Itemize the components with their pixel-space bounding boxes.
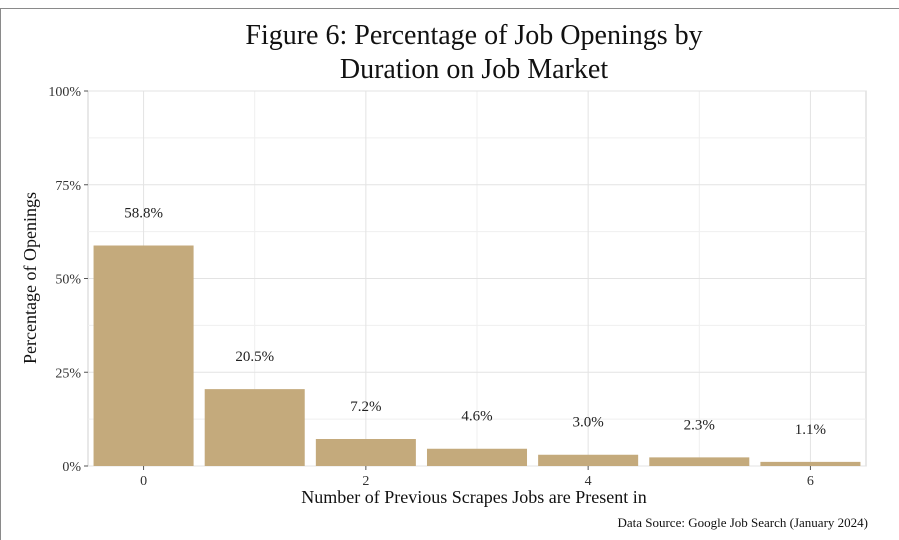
bar-data-labels: 58.8% 20.5% 7.2% 4.6% 3.0% 2.3% 1.1% [124, 205, 826, 437]
x-tick-label: 4 [585, 474, 592, 489]
chart-title-line-1: Figure 6: Percentage of Job Openings by [245, 20, 702, 51]
bar-2 [315, 439, 416, 466]
bar-6 [760, 461, 861, 466]
bar-1 [204, 389, 305, 466]
frame-border-left [0, 8, 1, 540]
bar-5 [649, 457, 750, 466]
data-label-2: 7.2% [350, 399, 381, 415]
bar-3 [426, 448, 528, 466]
data-label-4: 3.0% [573, 415, 604, 431]
bar-0 [93, 245, 194, 466]
y-tick-label: 75% [55, 179, 81, 194]
grid-lines [87, 90, 867, 467]
chart-title-line-2: Duration on Job Market [340, 54, 609, 85]
x-tick-label: 2 [362, 474, 369, 489]
data-label-3: 4.6% [461, 409, 492, 425]
x-tick-label: 0 [140, 474, 147, 489]
data-label-6: 1.1% [795, 422, 826, 438]
data-label-1: 20.5% [235, 349, 274, 365]
frame-border-top [0, 8, 899, 9]
bars [93, 245, 861, 466]
data-source-caption: Data Source: Google Job Search (January … [617, 515, 868, 530]
data-label-0: 58.8% [124, 205, 163, 221]
y-tick-label: 50% [55, 273, 81, 288]
y-axis-label: Percentage of Openings [20, 192, 40, 364]
x-axis-ticks: 0 2 4 6 [140, 466, 814, 489]
data-label-5: 2.3% [684, 417, 715, 433]
y-axis-ticks: 0% 25% 50% 75% 100% [48, 85, 88, 475]
x-axis-label: Number of Previous Scrapes Jobs are Pres… [301, 487, 646, 507]
y-tick-label: 100% [48, 85, 81, 100]
y-tick-label: 0% [62, 460, 81, 475]
y-tick-label: 25% [55, 366, 81, 381]
x-tick-label: 6 [807, 474, 814, 489]
bar-4 [538, 454, 639, 466]
